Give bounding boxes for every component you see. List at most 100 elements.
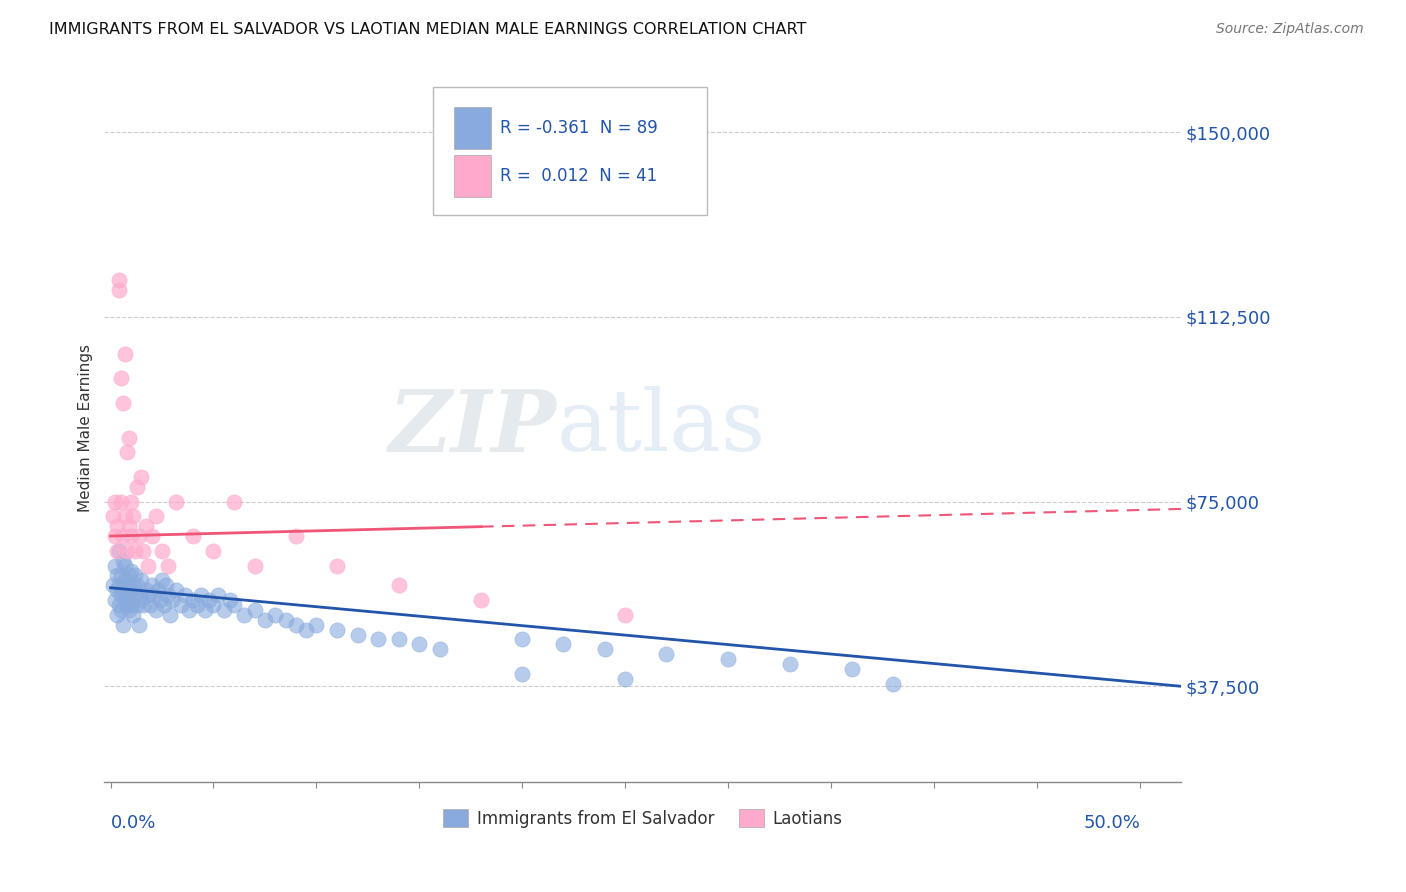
Point <box>614 672 637 686</box>
Point <box>111 396 134 410</box>
Point <box>141 529 163 543</box>
Point <box>110 494 132 508</box>
Point <box>110 603 132 617</box>
Point <box>388 632 411 647</box>
Point <box>105 544 128 558</box>
Point <box>107 544 129 558</box>
Point <box>124 544 146 558</box>
Point <box>120 598 142 612</box>
Point <box>169 598 191 612</box>
Point <box>127 598 149 612</box>
Point <box>104 558 127 573</box>
Point <box>114 509 136 524</box>
Point <box>128 588 150 602</box>
Point <box>367 632 389 647</box>
Point <box>115 598 138 612</box>
Point <box>173 588 195 602</box>
Point <box>388 578 411 592</box>
Point <box>429 642 451 657</box>
Point <box>145 603 167 617</box>
Text: Source: ZipAtlas.com: Source: ZipAtlas.com <box>1216 22 1364 37</box>
Point <box>190 588 212 602</box>
Point <box>127 578 149 592</box>
Point <box>162 593 184 607</box>
Point <box>284 617 307 632</box>
Point <box>131 470 153 484</box>
Point <box>150 544 173 558</box>
Point <box>101 509 124 524</box>
Point <box>157 558 180 573</box>
Point <box>243 558 266 573</box>
Point <box>111 529 134 543</box>
Point <box>264 607 287 622</box>
Point <box>207 588 229 602</box>
Point <box>138 598 160 612</box>
Point <box>181 593 204 607</box>
Point <box>135 583 157 598</box>
Point <box>510 632 533 647</box>
Point <box>408 637 430 651</box>
Point <box>107 578 129 592</box>
Point <box>124 588 146 602</box>
Legend: Immigrants from El Salvador, Laotians: Immigrants from El Salvador, Laotians <box>436 803 849 834</box>
Point <box>149 593 172 607</box>
Point <box>122 607 145 622</box>
Y-axis label: Median Male Earnings: Median Male Earnings <box>79 343 93 512</box>
Point <box>614 607 637 622</box>
Point <box>146 583 169 598</box>
Point <box>142 588 165 602</box>
Point <box>105 519 128 533</box>
Point <box>107 273 129 287</box>
Point <box>779 657 801 672</box>
Point <box>111 583 134 598</box>
Point <box>135 519 157 533</box>
Point <box>104 593 127 607</box>
Point <box>510 667 533 681</box>
Point <box>284 529 307 543</box>
Point <box>253 613 276 627</box>
Point <box>222 494 245 508</box>
Point <box>274 613 297 627</box>
Point <box>120 529 142 543</box>
Point <box>177 603 200 617</box>
Point <box>115 445 138 459</box>
Text: R = -0.361  N = 89: R = -0.361 N = 89 <box>499 120 657 137</box>
Point <box>105 607 128 622</box>
Point <box>165 583 187 598</box>
Point <box>198 593 221 607</box>
Point <box>202 598 225 612</box>
Point <box>124 568 146 582</box>
Point <box>219 593 242 607</box>
Point <box>882 677 904 691</box>
Point <box>128 529 150 543</box>
Point <box>136 588 159 602</box>
Point <box>202 544 225 558</box>
FancyBboxPatch shape <box>433 87 707 215</box>
Point <box>145 509 167 524</box>
Point <box>326 558 349 573</box>
FancyBboxPatch shape <box>454 155 491 197</box>
Point <box>326 623 349 637</box>
Text: IMMIGRANTS FROM EL SALVADOR VS LAOTIAN MEDIAN MALE EARNINGS CORRELATION CHART: IMMIGRANTS FROM EL SALVADOR VS LAOTIAN M… <box>49 22 807 37</box>
FancyBboxPatch shape <box>454 107 491 149</box>
Point <box>110 568 132 582</box>
Point <box>841 662 863 676</box>
Point <box>104 494 127 508</box>
Point <box>131 574 153 588</box>
Point <box>243 603 266 617</box>
Text: 50.0%: 50.0% <box>1083 814 1140 832</box>
Text: 0.0%: 0.0% <box>111 814 156 832</box>
Point <box>346 627 368 641</box>
Text: atlas: atlas <box>557 386 766 469</box>
Point <box>295 623 318 637</box>
Text: ZIP: ZIP <box>388 386 557 469</box>
Point <box>111 554 134 568</box>
Point <box>118 519 141 533</box>
Point <box>114 593 136 607</box>
Point <box>105 583 128 598</box>
Point <box>153 598 176 612</box>
Point <box>305 617 328 632</box>
Point <box>115 544 138 558</box>
Point <box>181 529 204 543</box>
Point <box>131 593 153 607</box>
